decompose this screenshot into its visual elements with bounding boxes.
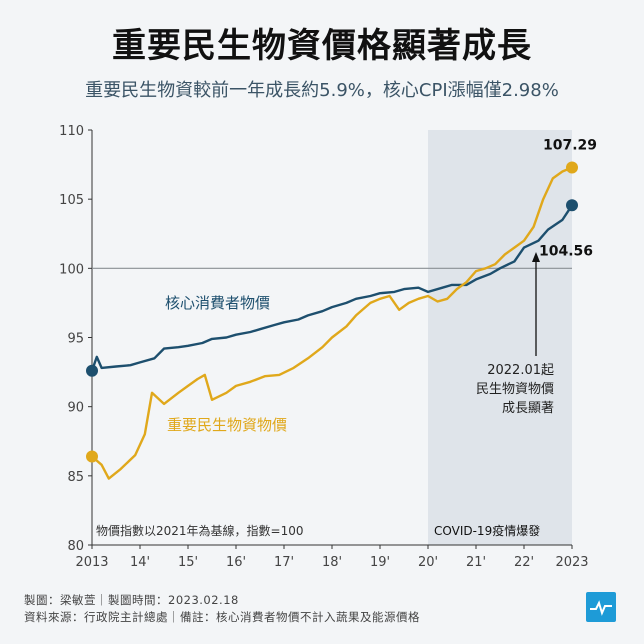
- pulse-logo-icon: [586, 592, 616, 622]
- core-cpi-end-point: [566, 199, 578, 212]
- x-tick-label: 2013: [75, 555, 108, 570]
- index-note: 物價指數以2021年為基線，指數=100: [96, 523, 304, 538]
- core-cpi-series-line: [90, 204, 574, 372]
- annotation-text-line: 成長顯著: [502, 401, 554, 416]
- x-tick-label: 20': [418, 555, 438, 570]
- annotation-text-line: 民生物資物價: [476, 382, 554, 397]
- food-end-value-label: 107.29: [543, 137, 597, 153]
- x-tick-label: 22': [514, 555, 534, 570]
- y-tick-label: 110: [59, 124, 84, 139]
- y-tick-label: 90: [67, 401, 84, 416]
- x-tick-label: 17': [274, 555, 294, 570]
- core-series-label: 核心消費者物價: [165, 294, 270, 312]
- line-chart: 80 85 90 95 100 105 110 2013 14' 15' 16' 17' 18' 19' 2…: [59, 124, 597, 570]
- food-cpi-end-point: [566, 161, 578, 174]
- x-tick-label: 18': [322, 555, 342, 570]
- chart-subtitle: 重要民生物資較前一年成長約5.9%，核心CPI漲幅僅2.98%: [85, 80, 559, 101]
- core-end-value-label: 104.56: [539, 243, 593, 259]
- annotation-arrow-head: [532, 252, 540, 262]
- footer-source: 資料來源：行政院主計總處｜備註：核心消費者物價不計入蔬果及能源價格: [24, 610, 420, 624]
- y-tick-label: 85: [67, 470, 84, 485]
- food-cpi-start-point: [86, 450, 98, 463]
- x-tick-label: 14': [130, 555, 150, 570]
- food-cpi-series-line: [91, 166, 573, 480]
- footer-credit: 製圖：梁敏萱｜製圖時間：2023.02.18: [24, 593, 239, 607]
- y-tick-label: 80: [67, 539, 84, 554]
- x-tick-label: 15': [178, 555, 198, 570]
- annotation-text-line: 2022.01起: [487, 363, 554, 378]
- x-tick-label: 16': [226, 555, 246, 570]
- core-cpi-start-point: [86, 364, 98, 377]
- x-tick-label: 2023: [555, 555, 588, 570]
- y-tick-label: 105: [59, 193, 84, 208]
- x-tick-label: 21': [466, 555, 486, 570]
- covid-shading: [428, 130, 572, 545]
- chart-title: 重要民生物資價格顯著成長: [112, 26, 532, 66]
- y-tick-label: 95: [67, 332, 84, 347]
- covid-label: COVID-19疫情爆發: [434, 523, 540, 538]
- y-tick-label: 100: [59, 262, 84, 277]
- x-tick-label: 19': [370, 555, 390, 570]
- food-series-label: 重要民生物資物價: [167, 416, 287, 434]
